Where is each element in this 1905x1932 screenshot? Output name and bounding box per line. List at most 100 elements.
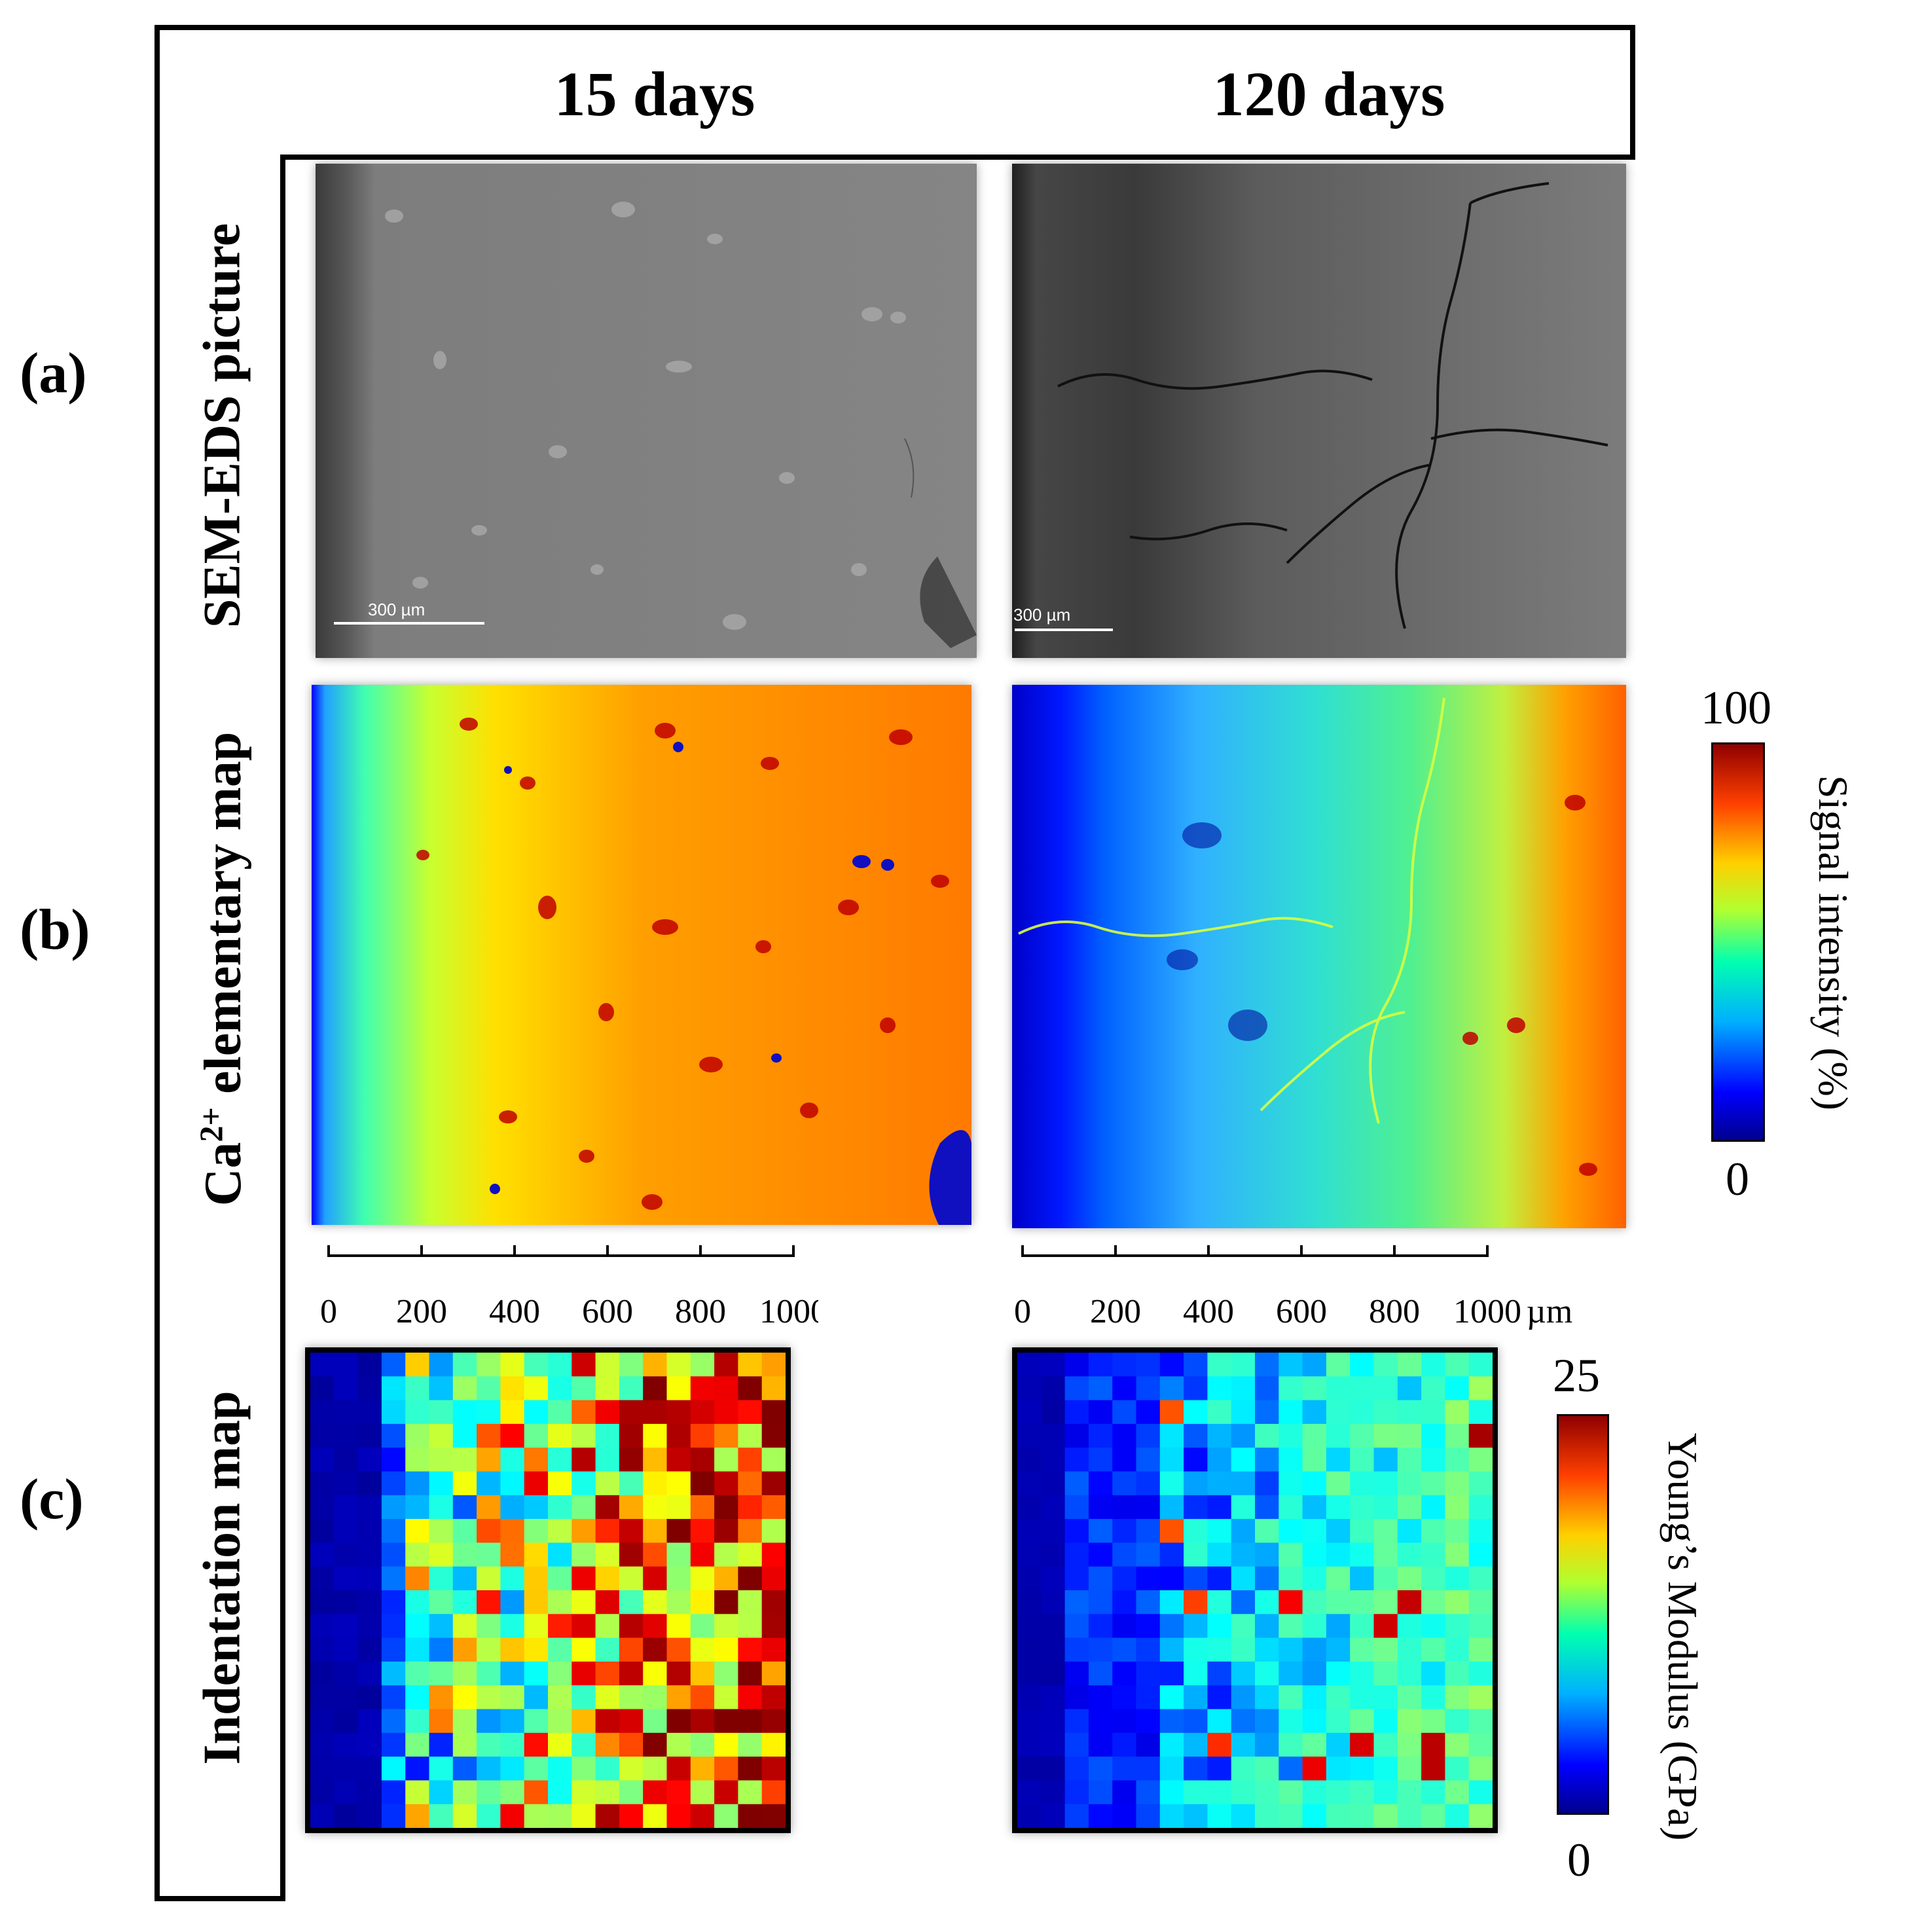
heatmap-cell (1350, 1661, 1374, 1686)
heatmap-cell (429, 1637, 454, 1662)
heatmap-cell (1397, 1353, 1422, 1377)
axis-unit-label: µm (1527, 1293, 1572, 1330)
heatmap-cell (643, 1685, 667, 1709)
heatmap-cell (595, 1519, 620, 1543)
heatmap-cell (690, 1780, 715, 1805)
heatmap-cell (1279, 1685, 1303, 1709)
heatmap-cell (334, 1353, 359, 1377)
heatmap-cell (1445, 1519, 1470, 1543)
heatmap-cell (1088, 1353, 1113, 1377)
heatmap-cell (572, 1423, 596, 1448)
heatmap-cell (714, 1757, 738, 1781)
heatmap-cell (357, 1423, 382, 1448)
heatmap-cell (548, 1685, 572, 1709)
heatmap-cell (310, 1519, 335, 1543)
heatmap-cell (1159, 1566, 1184, 1591)
heatmap-cell (548, 1519, 572, 1543)
heatmap-cell (1041, 1614, 1066, 1639)
heatmap-cell (1445, 1376, 1470, 1401)
heatmap-cell (381, 1685, 406, 1709)
heatmap-cell (1136, 1780, 1161, 1805)
heatmap-cell (1017, 1566, 1042, 1591)
heatmap-cell (1279, 1661, 1303, 1686)
heatmap-cell (1350, 1542, 1374, 1567)
heatmap-cell (1207, 1757, 1232, 1781)
heatmap-cell (1302, 1471, 1327, 1496)
heatmap-cell (690, 1353, 715, 1377)
axis-tick-label: 0 (321, 1293, 337, 1330)
heatmap-cell (1041, 1661, 1066, 1686)
heatmap-cell (1373, 1709, 1398, 1734)
axis-120-days: 0 200 400 600 800 1000 µm (1015, 1245, 1572, 1330)
heatmap-cell (548, 1376, 572, 1401)
heatmap-cell (690, 1614, 715, 1639)
heatmap-cell (666, 1804, 691, 1828)
heatmap-cell (477, 1519, 501, 1543)
colorbar-signal-min: 0 (1726, 1153, 1749, 1205)
frame-header-bottom (280, 155, 1635, 160)
heatmap-cell (1231, 1804, 1256, 1828)
heatmap-cell (1279, 1423, 1303, 1448)
axis-tick-label: 0 (1015, 1293, 1031, 1330)
heatmap-cell (1112, 1495, 1136, 1520)
heatmap-cell (619, 1519, 644, 1543)
heatmap-cell (714, 1353, 738, 1377)
heatmap-cell (690, 1423, 715, 1448)
heatmap-cell (1373, 1376, 1398, 1401)
heatmap-cell (381, 1757, 406, 1781)
heatmap-cell (334, 1637, 359, 1662)
heatmap-cell (548, 1471, 572, 1496)
heatmap-cell (690, 1542, 715, 1567)
heatmap-cell (690, 1757, 715, 1781)
heatmap-cell (548, 1757, 572, 1781)
heatmap-cell (572, 1400, 596, 1425)
heatmap-cell (1279, 1353, 1303, 1377)
heatmap-cell (1255, 1448, 1279, 1472)
heatmap-cell (1397, 1495, 1422, 1520)
heatmap-cell (643, 1376, 667, 1401)
heatmap-cell (310, 1448, 335, 1472)
heatmap-cell (1421, 1400, 1445, 1425)
heatmap-cell (1184, 1519, 1208, 1543)
heatmap-cell (1159, 1471, 1184, 1496)
heatmap-cell (1088, 1685, 1113, 1709)
heatmap-cell (738, 1661, 763, 1686)
heatmap-cell (1445, 1614, 1470, 1639)
heatmap-cell (477, 1590, 501, 1614)
heatmap-cell (1207, 1423, 1232, 1448)
row-title-indentation: Indentation map (193, 1391, 251, 1765)
heatmap-cell (310, 1804, 335, 1828)
heatmap-cell (1326, 1353, 1351, 1377)
heatmap-cell (1326, 1400, 1351, 1425)
heatmap-cell (1373, 1448, 1398, 1472)
heatmap-cell (1184, 1590, 1208, 1614)
heatmap-cell (477, 1757, 501, 1781)
heatmap-cell (1373, 1685, 1398, 1709)
heatmap-cell (1279, 1448, 1303, 1472)
heatmap-cell (1468, 1423, 1493, 1448)
heatmap-cell (1088, 1376, 1113, 1401)
heatmap-cell (761, 1780, 786, 1805)
heatmap-cell (619, 1661, 644, 1686)
heatmap-cell (1421, 1542, 1445, 1567)
heatmap-cell (1326, 1661, 1351, 1686)
heatmap-cell (666, 1661, 691, 1686)
heatmap-cell (310, 1661, 335, 1686)
heatmap-cell (548, 1400, 572, 1425)
heatmap-cell (1017, 1590, 1042, 1614)
heatmap-cell (1041, 1804, 1066, 1828)
heatmap-cell (1445, 1590, 1470, 1614)
heatmap-cell (524, 1448, 549, 1472)
heatmap-cell (595, 1423, 620, 1448)
heatmap-cell (1136, 1661, 1161, 1686)
heatmap-cell (429, 1757, 454, 1781)
ca-map-15-days (312, 685, 971, 1225)
heatmap-cell (1279, 1804, 1303, 1828)
heatmap-cell (429, 1661, 454, 1686)
heatmap-cell (643, 1423, 667, 1448)
heatmap-cell (1112, 1566, 1136, 1591)
heatmap-cell (643, 1542, 667, 1567)
heatmap-cell (666, 1590, 691, 1614)
heatmap-cell (619, 1590, 644, 1614)
heatmap-cell (500, 1661, 525, 1686)
